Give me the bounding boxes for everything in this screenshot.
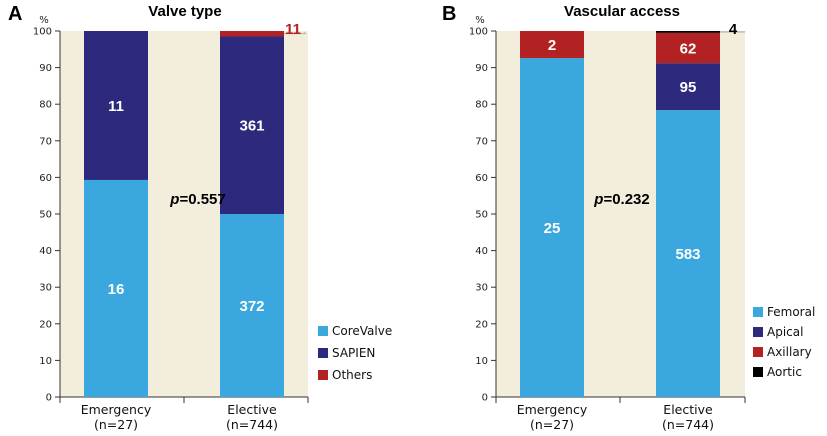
y-tick-label: 20 [475,319,488,330]
x-tick-sublabel: (n=744) [662,417,714,432]
y-tick-label: 70 [39,136,52,147]
x-tick-sublabel: (n=744) [226,417,278,432]
legend-label-aortic: Aortic [767,365,802,379]
y-tick-label: 30 [39,283,52,294]
y-tick-label: 30 [475,283,488,294]
bar-femoral-emergency [520,58,584,398]
legend-swatch-corevalve [318,326,328,336]
y-tick-label: 70 [475,136,488,147]
y-tick-label: 50 [475,210,488,221]
legend-swatch-sapien [318,348,328,358]
y-tick-label: 100 [33,27,52,38]
y-tick-label: 10 [475,356,488,367]
data-label-leader [284,32,306,35]
y-tick-label: 80 [39,100,52,111]
y-tick-label: 10 [39,356,52,367]
data-label: 2 [548,37,556,54]
legend-label-others: Others [332,368,372,382]
legend-swatch-axillary [753,347,763,357]
y-tick-label: 0 [46,393,52,404]
p-value-symbol: p [169,191,179,208]
data-label: 11 [285,21,301,38]
bar-axillary-elective [656,32,720,64]
legend-swatch-femoral [753,307,763,317]
y-tick-label: 40 [39,246,52,257]
legend-swatch-aortic [753,367,763,377]
p-value: p=0.232 [593,191,649,208]
y-tick-label: 40 [475,246,488,257]
x-tick-label: Elective [227,402,277,417]
data-label: 372 [239,298,264,315]
legend-label-axillary: Axillary [767,345,812,359]
legend-label-apical: Apical [767,325,803,339]
y-tick-label: 60 [39,173,52,184]
data-label: 583 [675,246,700,263]
legend-label-femoral: Femoral [767,305,815,319]
y-tick-label: 50 [39,210,52,221]
chart-title: Vascular access [564,3,680,20]
legend-label-sapien: SAPIEN [332,346,375,360]
bar-corevalve-elective [220,214,284,397]
panel-label: A [8,3,22,25]
y-tick-label: 60 [475,173,488,184]
data-label: 4 [729,21,738,38]
legend-label-corevalve: CoreValve [332,324,392,338]
data-label: 11 [108,98,124,115]
y-tick-label: 90 [39,63,52,74]
y-tick-label: 90 [475,63,488,74]
bar-femoral-elective [656,110,720,397]
y-axis-label: % [475,15,485,26]
y-tick-label: 0 [482,393,488,404]
x-tick-label: Elective [663,402,713,417]
x-tick-label: Emergency [81,402,152,417]
p-value-symbol: p [593,191,603,208]
data-label: 16 [108,281,125,298]
chart-title: Valve type [148,3,221,20]
panel-label: B [442,3,456,25]
x-tick-label: Emergency [517,402,588,417]
bar-sapien-elective [220,36,284,214]
chart-panel-a: 0 10 20 30 40 50 60 70 80 90 100% A Valve type 16 11 Em… [8,3,392,432]
p-value-number: =0.232 [603,191,649,208]
chart-panel-b: 0 10 20 30 40 50 60 70 80 90 100% B Vascular access 2… [442,3,815,432]
legend-swatch-apical [753,327,763,337]
legend-swatch-others [318,370,328,380]
data-label: 62 [680,41,697,58]
x-tick-sublabel: (n=27) [530,417,574,432]
bar-sapien-emergency [84,31,148,180]
y-axis-label: % [39,15,49,26]
y-tick-label: 80 [475,100,488,111]
bar-axillary-emergency [520,31,584,59]
legend: Femoral Apical Axillary Aortic [753,305,815,379]
x-tick-sublabel: (n=27) [94,417,138,432]
legend: CoreValve SAPIEN Others [318,324,392,382]
bar-others-elective [220,31,284,37]
y-tick-label: 20 [39,319,52,330]
p-value: p=0.557 [169,191,225,208]
bar-aortic-elective [656,31,720,33]
y-tick-label: 100 [469,27,488,38]
bar-apical-elective [656,63,720,111]
p-value-number: =0.557 [179,191,225,208]
data-label: 361 [239,118,264,135]
bar-corevalve-emergency [84,179,148,397]
data-label: 95 [680,79,697,96]
data-label: 25 [544,220,561,237]
